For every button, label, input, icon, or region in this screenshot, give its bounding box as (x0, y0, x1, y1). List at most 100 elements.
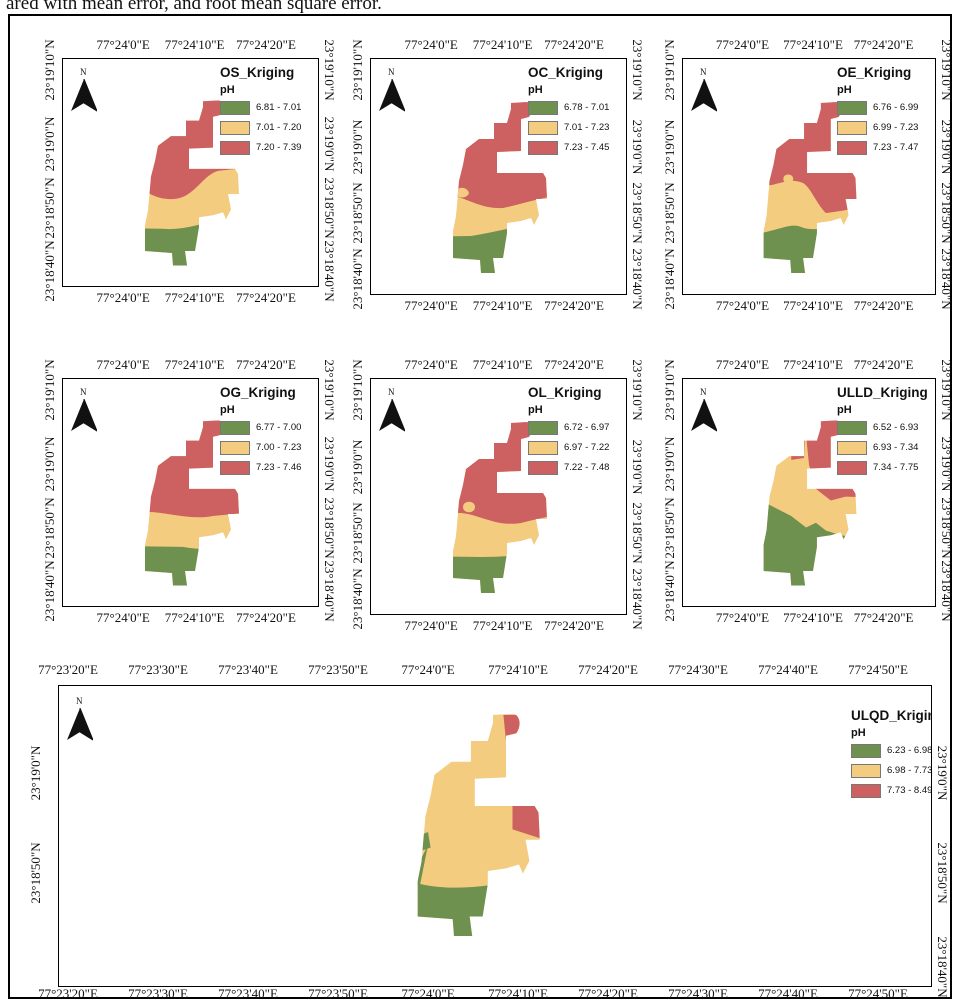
coordinate-tick-label: 77°24'10"E (783, 298, 843, 313)
north-label: N (80, 387, 87, 397)
legend-swatch (528, 461, 558, 475)
coordinate-tick-label: 23°18'40"N (42, 560, 57, 622)
kriging-map (763, 420, 857, 586)
coordinate-tick-label: 77°24'10"E (164, 37, 225, 52)
coordinate-tick-label: 77°24'0"E (715, 298, 770, 313)
coordinate-tick-label: 23°19'10"N (662, 39, 677, 101)
coordinate-tick-label: 77°23'20"E (38, 986, 98, 1001)
north-arrow: N (691, 387, 717, 432)
legend-swatch (837, 121, 867, 135)
coordinate-tick-label: 23°18'50"N (350, 182, 365, 244)
coordinate-tick-label: 77°24'0"E (401, 662, 455, 677)
legend-label: 6.93 - 7.34 (873, 442, 919, 453)
legend-item: 6.93 - 7.34 (837, 441, 935, 455)
coordinate-tick-label: 23°19'0"N (322, 116, 337, 172)
coordinate-tick-label: 23°18'40"N (662, 560, 677, 622)
coordinate-tick-label: 23°19'10"N (322, 359, 337, 421)
legend-swatch (528, 441, 558, 455)
coordinate-tick-label: 77°24'0"E (96, 290, 150, 305)
coordinate-tick-label: 23°18'50"N (662, 182, 677, 244)
coordinate-tick-label: 77°24'20"E (544, 37, 604, 52)
legend-swatch (220, 461, 250, 475)
legend-item: 7.23 - 7.47 (837, 141, 935, 155)
coordinate-tick-label: 77°24'10"E (783, 37, 843, 52)
coordinate-tick-label: 23°19'10"N (939, 359, 954, 421)
coordinate-tick-label: 77°24'30"E (668, 662, 728, 677)
legend-swatch (528, 121, 558, 135)
ph-zone-high (512, 803, 540, 840)
coordinate-tick-label: 77°24'20"E (544, 298, 604, 313)
north-label: N (388, 387, 395, 397)
coordinate-tick-label: 23°19'0"N (350, 439, 365, 495)
legend-label: 6.81 - 7.01 (256, 102, 302, 113)
kriging-map (145, 100, 239, 266)
ph-zone-low (763, 503, 857, 586)
legend-title: pH (837, 84, 852, 96)
map-frame: N OS_Kriging pH 6.81 - 7.01 7.01 - 7.20 7.20 … (62, 58, 319, 287)
coordinate-tick-label: 23°19'10"N (662, 359, 677, 421)
coordinate-tick-label: 77°23'30"E (128, 662, 188, 677)
coordinate-tick-label: 23°19'10"N (630, 359, 645, 421)
legend-item: 6.77 - 7.00 (220, 421, 318, 435)
legend-item: 7.20 - 7.39 (220, 141, 318, 155)
legend-item: 6.76 - 6.99 (837, 101, 935, 115)
legend-swatch (220, 441, 250, 455)
coordinate-tick-label: 23°19'10"N (42, 359, 57, 421)
legend-label: 6.98 - 7.73 (887, 765, 932, 776)
coordinate-tick-label: 23°18'50"N (322, 177, 337, 239)
map-title: OG_Kriging (220, 385, 296, 400)
coordinate-tick-label: 23°18'40"N (935, 936, 950, 998)
coordinate-tick-label: 77°24'10"E (164, 290, 225, 305)
legend-label: 7.73 - 8.49 (887, 785, 932, 796)
coordinate-tick-label: 23°19'10"N (42, 39, 57, 101)
coordinate-tick-label: 23°18'50"N (42, 497, 57, 559)
legend-swatch (837, 101, 867, 115)
map-title: ULQD_Kriging (851, 708, 931, 723)
coordinate-tick-label: 77°24'10"E (488, 986, 548, 1001)
coordinate-tick-label: 77°24'10"E (472, 298, 533, 313)
legend-title: pH (837, 404, 852, 416)
legend-item: 7.01 - 7.20 (220, 121, 318, 135)
ph-zone-mid (783, 174, 794, 184)
legend-label: 6.52 - 6.93 (873, 422, 919, 433)
coordinate-tick-label: 77°24'0"E (96, 610, 150, 625)
coordinate-tick-label: 23°18'40"N (939, 248, 954, 310)
north-arrow-icon (67, 708, 93, 741)
map-frame: N OC_Kriging pH 6.78 - 7.01 7.01 - 7.23 7.23 … (370, 58, 627, 295)
north-label: N (700, 67, 707, 77)
map-frame: N OL_Kriging pH 6.72 - 6.97 6.97 - 7.22 7.22 … (370, 378, 627, 615)
figure-caption: ared with mean error, and root mean squa… (6, 0, 382, 14)
coordinate-tick-label: 77°24'10"E (472, 37, 533, 52)
legend-swatch (851, 764, 881, 778)
map-title: OL_Kriging (528, 385, 602, 400)
legend-swatch (220, 101, 250, 115)
legend-label: 7.01 - 7.20 (256, 122, 302, 133)
ph-zone-mid (463, 501, 475, 513)
north-label: N (76, 696, 83, 706)
coordinate-tick-label: 77°24'10"E (472, 618, 533, 633)
coordinate-tick-label: 23°18'40"N (630, 568, 645, 630)
coordinate-tick-label: 23°19'0"N (42, 116, 57, 172)
north-arrow-icon (71, 79, 97, 112)
coordinate-tick-label: 77°24'0"E (715, 37, 770, 52)
north-arrow: N (71, 387, 97, 432)
figure-frame (8, 14, 952, 999)
kriging-map (417, 713, 540, 936)
legend-item: 7.01 - 7.23 (528, 121, 626, 135)
legend-item: 7.00 - 7.23 (220, 441, 318, 455)
legend-label: 6.23 - 6.98 (887, 745, 932, 756)
coordinate-tick-label: 23°18'40"N (322, 240, 337, 302)
coordinate-tick-label: 77°24'0"E (96, 357, 150, 372)
coordinate-tick-label: 23°19'10"N (630, 39, 645, 101)
coordinate-tick-label: 23°18'50"N (28, 842, 43, 904)
north-arrow-icon (379, 399, 405, 432)
ph-zone-high (503, 715, 526, 741)
coordinate-tick-label: 77°24'0"E (404, 37, 458, 52)
coordinate-tick-label: 77°24'50"E (848, 986, 908, 1001)
legend-label: 6.77 - 7.00 (256, 422, 302, 433)
legend-item: 6.81 - 7.01 (220, 101, 318, 115)
coordinate-tick-label: 23°18'50"N (939, 182, 954, 244)
north-arrow: N (379, 387, 405, 432)
coordinate-tick-label: 23°18'40"N (42, 240, 57, 302)
coordinate-tick-label: 23°19'0"N (322, 436, 337, 492)
